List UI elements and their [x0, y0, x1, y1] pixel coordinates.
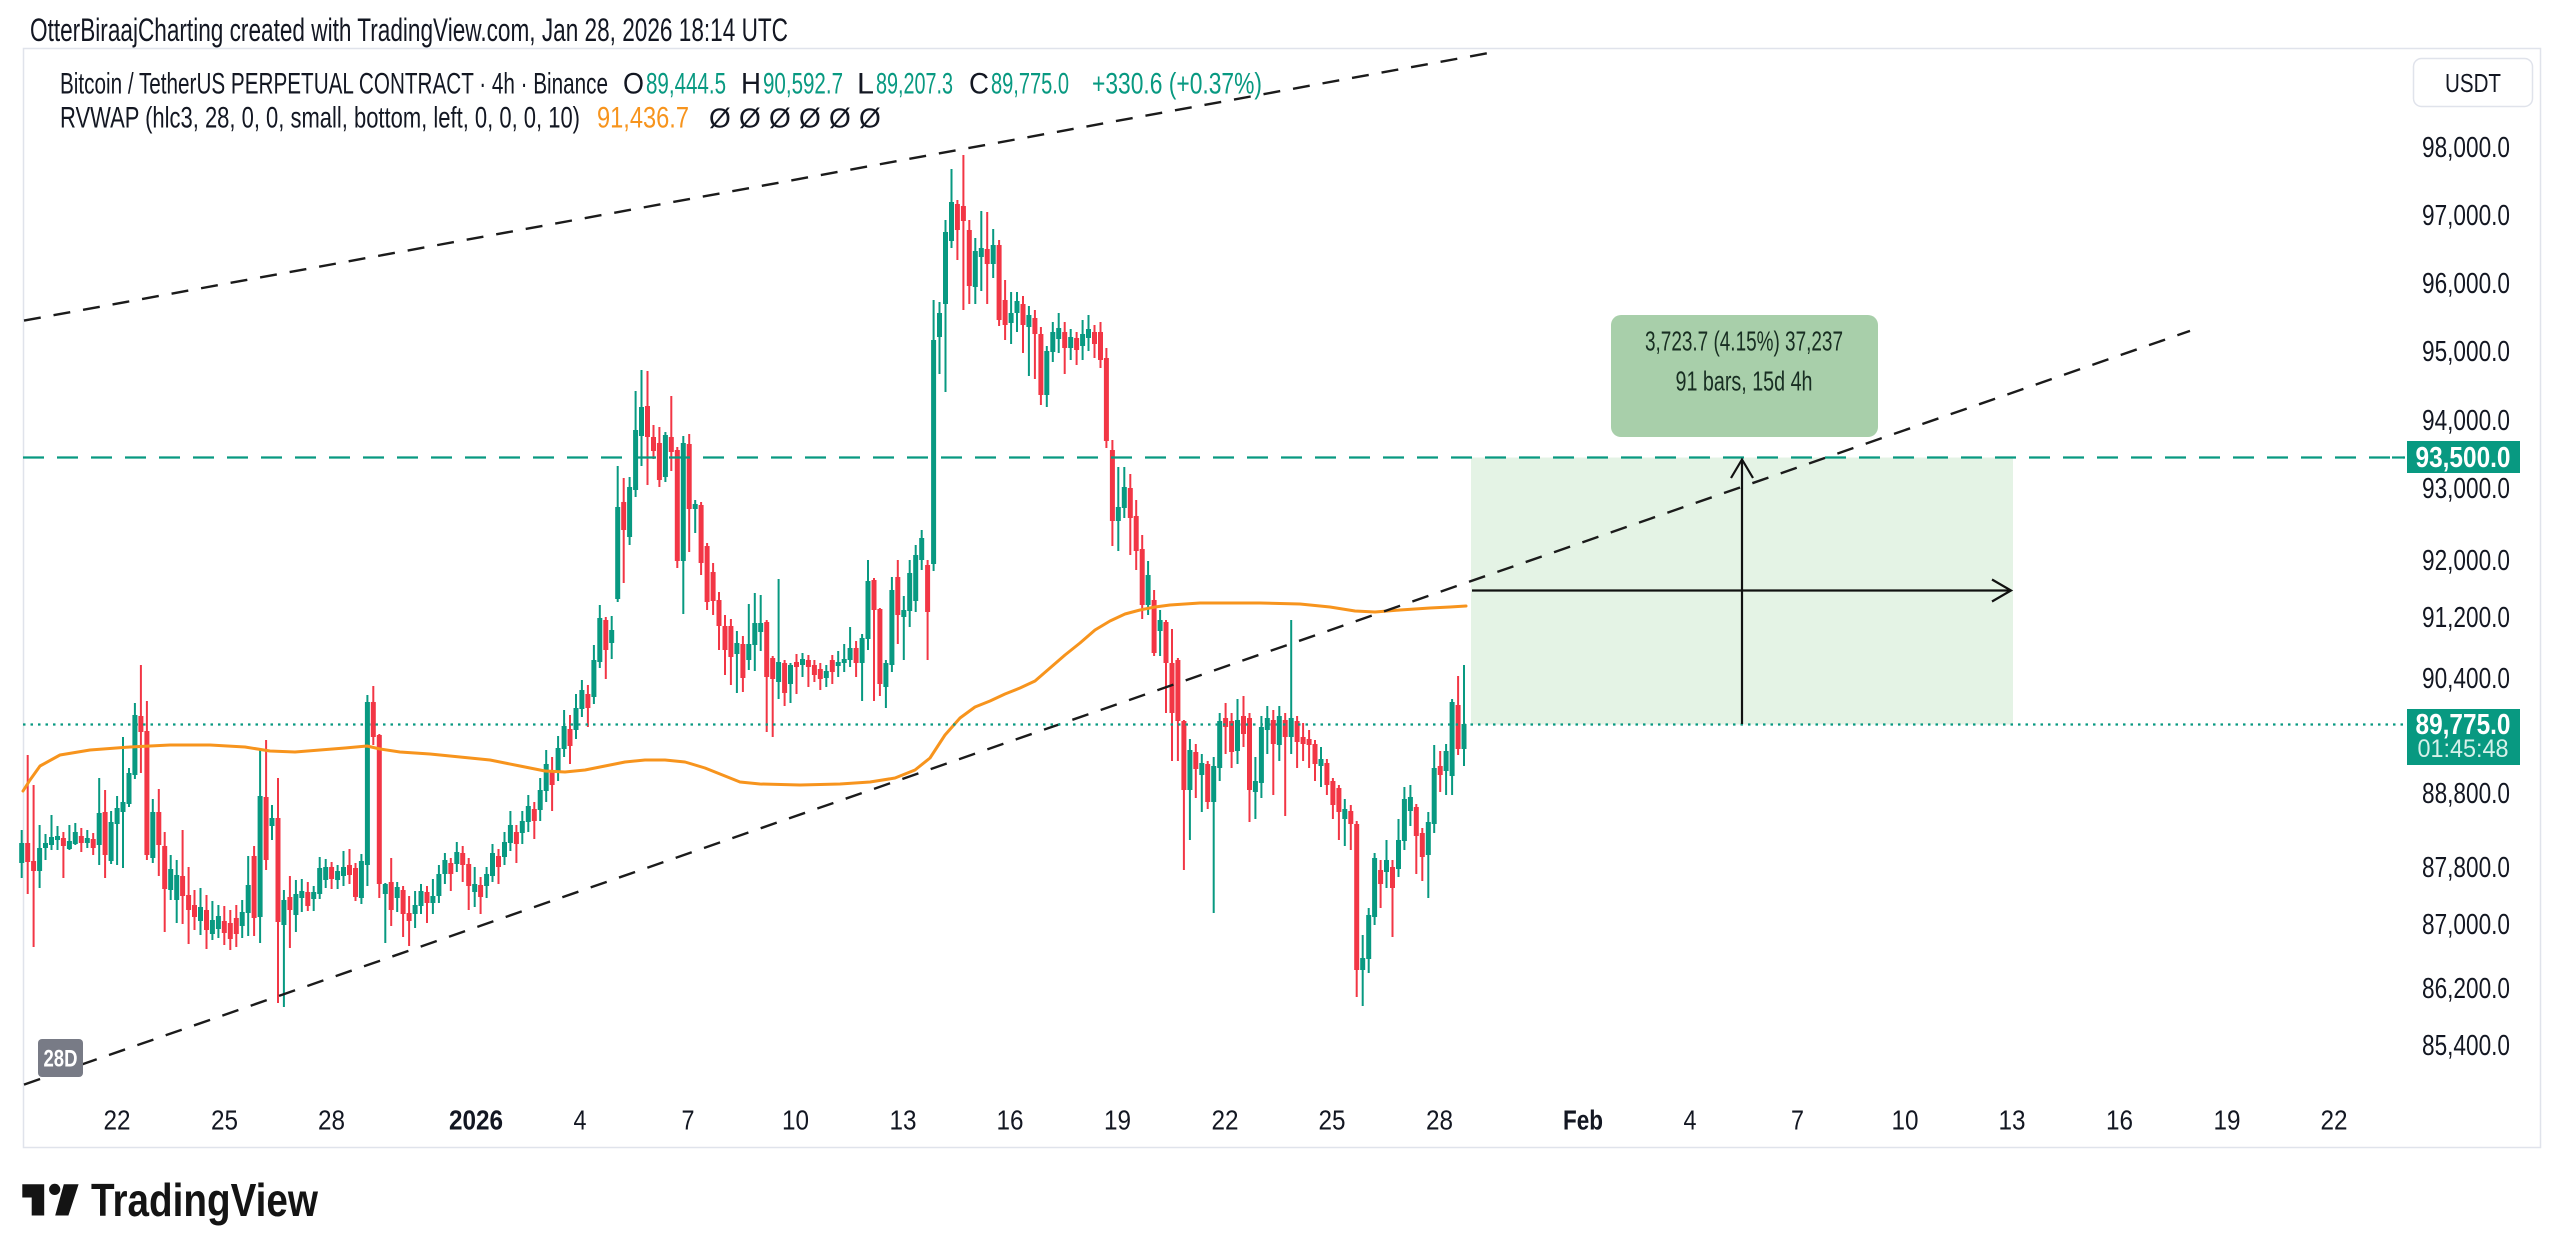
svg-text:7: 7 [1791, 1105, 1804, 1136]
svg-text:87,000.0: 87,000.0 [2422, 909, 2510, 941]
svg-text:10: 10 [782, 1105, 809, 1136]
svg-text:90,400.0: 90,400.0 [2422, 663, 2510, 695]
svg-text:16: 16 [997, 1105, 1024, 1136]
svg-text:4: 4 [574, 1105, 587, 1136]
svg-text:19: 19 [2214, 1105, 2241, 1136]
svg-text:98,000.0: 98,000.0 [2422, 132, 2510, 164]
svg-text:25: 25 [211, 1105, 238, 1136]
svg-text:19: 19 [1104, 1105, 1131, 1136]
svg-text:91 bars, 15d 4h: 91 bars, 15d 4h [1676, 366, 1813, 397]
svg-text:10: 10 [1892, 1105, 1919, 1136]
svg-text:4: 4 [1684, 1105, 1697, 1136]
svg-text:13: 13 [1999, 1105, 2026, 1136]
svg-text:89,775.0: 89,775.0 [2416, 709, 2511, 741]
svg-text:Ø: Ø [739, 103, 761, 134]
svg-text:Ø: Ø [859, 103, 881, 134]
svg-text:OtterBiraajCharting created wi: OtterBiraajCharting created with Trading… [30, 12, 788, 48]
svg-text:Ø: Ø [829, 103, 851, 134]
svg-text:13: 13 [890, 1105, 917, 1136]
svg-text:Feb: Feb [1563, 1105, 1603, 1136]
svg-text:7: 7 [682, 1105, 695, 1136]
svg-text:85,400.0: 85,400.0 [2422, 1030, 2510, 1062]
svg-text:22: 22 [1212, 1105, 1239, 1136]
svg-text:22: 22 [104, 1105, 131, 1136]
svg-text:93,500.0: 93,500.0 [2416, 442, 2511, 474]
svg-text:2026: 2026 [449, 1105, 503, 1136]
svg-text:L: L [857, 68, 874, 101]
svg-text:Ø: Ø [709, 103, 731, 134]
svg-text:86,200.0: 86,200.0 [2422, 973, 2510, 1005]
svg-text:28D: 28D [44, 1046, 78, 1073]
svg-text:92,000.0: 92,000.0 [2422, 545, 2510, 577]
svg-text:90,592.7: 90,592.7 [763, 68, 843, 101]
svg-text:22: 22 [2321, 1105, 2348, 1136]
svg-text:97,000.0: 97,000.0 [2422, 200, 2510, 232]
svg-text:89,775.0: 89,775.0 [991, 68, 1069, 101]
svg-text:+330.6 (+0.37%): +330.6 (+0.37%) [1092, 68, 1262, 101]
svg-text:USDT: USDT [2445, 68, 2501, 98]
svg-text:Bitcoin / TetherUS PERPETUAL C: Bitcoin / TetherUS PERPETUAL CONTRACT · … [60, 68, 608, 101]
svg-text:95,000.0: 95,000.0 [2422, 336, 2510, 368]
svg-text:89,444.5: 89,444.5 [646, 68, 726, 101]
svg-text:94,000.0: 94,000.0 [2422, 405, 2510, 437]
svg-text:88,800.0: 88,800.0 [2422, 778, 2510, 810]
svg-text:Ø: Ø [769, 103, 791, 134]
svg-text:93,000.0: 93,000.0 [2422, 473, 2510, 505]
svg-text:C: C [969, 68, 989, 101]
svg-text:91,200.0: 91,200.0 [2422, 602, 2510, 634]
svg-text:TradingView: TradingView [91, 1174, 318, 1226]
svg-text:3,723.7 (4.15%) 37,237: 3,723.7 (4.15%) 37,237 [1645, 326, 1843, 357]
svg-text:28: 28 [1426, 1105, 1453, 1136]
svg-text:Ø: Ø [799, 103, 821, 134]
svg-text:89,207.3: 89,207.3 [876, 68, 953, 101]
svg-text:16: 16 [2106, 1105, 2133, 1136]
svg-text:O: O [623, 68, 644, 101]
svg-text:H: H [741, 68, 761, 101]
svg-text:87,800.0: 87,800.0 [2422, 852, 2510, 884]
svg-text:28: 28 [318, 1105, 345, 1136]
svg-text:RVWAP (hlc3, 28, 0, 0, small,: RVWAP (hlc3, 28, 0, 0, small, bottom, le… [60, 102, 580, 135]
svg-text:96,000.0: 96,000.0 [2422, 268, 2510, 300]
svg-text:25: 25 [1319, 1105, 1346, 1136]
svg-text:91,436.7: 91,436.7 [597, 102, 689, 135]
svg-text:01:45:48: 01:45:48 [2418, 735, 2509, 763]
